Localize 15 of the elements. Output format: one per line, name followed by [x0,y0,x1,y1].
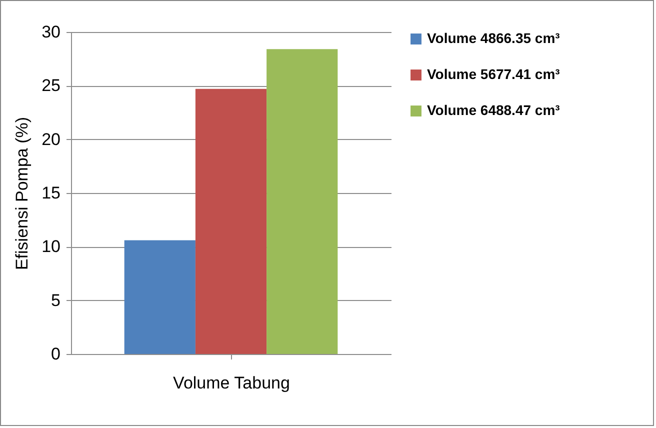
y-tick-label: 30 [42,22,60,42]
y-tick-label: 0 [51,344,60,364]
bar [195,88,267,354]
y-tick-label: 25 [42,76,60,96]
y-tick-label: 10 [42,237,60,256]
y-tick-label: 5 [51,290,60,310]
x-axis-title: Volume Tabung [173,374,290,392]
y-tick-label: 20 [42,130,60,149]
bar [266,49,338,354]
legend-label: Volume 4866.35 cm³ [427,30,560,46]
legend-label: Volume 6488.47 cm³ [427,102,560,118]
y-axis-title: Efisiensi Pompa (%) [12,116,32,270]
bar [124,240,196,354]
y-tick-label: 15 [42,184,60,202]
legend-label: Volume 5677.41 cm³ [427,66,560,82]
